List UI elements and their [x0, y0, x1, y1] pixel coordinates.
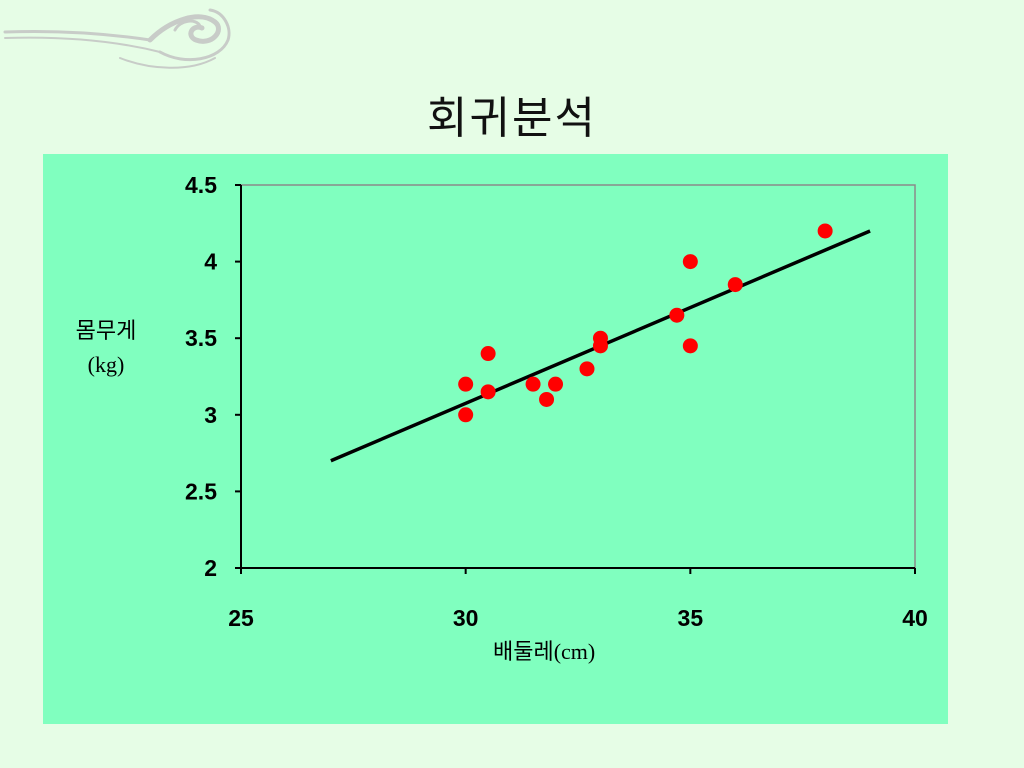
data-point [817, 223, 833, 239]
data-point [458, 407, 474, 423]
data-point [592, 338, 608, 354]
data-point [727, 277, 743, 293]
y-axis-title: 몸무게 (kg) [61, 314, 151, 382]
x-tick-label: 30 [453, 605, 479, 631]
data-point [579, 361, 595, 377]
y-tick-label: 2.5 [185, 478, 217, 504]
data-point [480, 346, 496, 362]
data-points [458, 223, 833, 423]
data-point [682, 254, 698, 270]
y-axis-title-line-2: (kg) [87, 352, 125, 377]
y-tick-label: 3 [204, 402, 217, 428]
data-point [539, 391, 555, 407]
y-tick-label: 4.5 [185, 172, 217, 198]
y-tick-label: 2 [204, 555, 217, 581]
data-point [525, 376, 541, 392]
data-point [669, 307, 685, 323]
slide-title: 회귀분석 [427, 93, 597, 144]
y-tick-label: 3.5 [185, 325, 217, 351]
data-point [480, 384, 496, 400]
x-tick-label: 25 [228, 605, 254, 631]
x-tick-label: 40 [902, 605, 928, 631]
decorative-cloud-logo [3, 8, 231, 69]
scatter-chart: 2 2.5 3 3.5 4 4.5 25 30 35 40 [185, 172, 928, 631]
data-point [682, 338, 698, 354]
x-axis-title: 배둘레(cm) [493, 639, 596, 664]
y-axis-title-line-1: 몸무게 [75, 318, 137, 343]
data-point [548, 376, 564, 392]
y-tick-label: 4 [204, 249, 217, 275]
plot-area [240, 184, 916, 569]
axes: 2 2.5 3 3.5 4 4.5 25 30 35 40 [185, 172, 928, 631]
data-point [458, 376, 474, 392]
x-tick-label: 35 [678, 605, 704, 631]
chart-panel: 2 2.5 3 3.5 4 4.5 25 30 35 40 몸무게 (kg) 배둘레(cm) [43, 154, 948, 724]
